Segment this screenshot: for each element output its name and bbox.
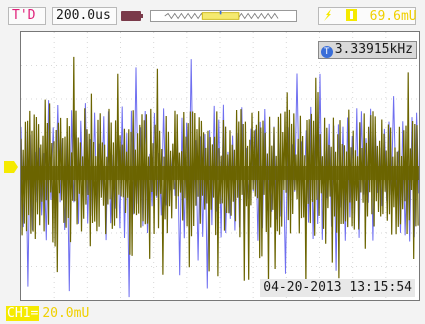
- trigger-mode-indicator[interactable]: T'D: [8, 7, 46, 25]
- frequency-counter: T 3.33915kHz: [317, 41, 417, 59]
- channel-1-volts-div: 20.0mU: [42, 306, 90, 321]
- channel-1-icon: [345, 9, 357, 21]
- channel-1-scale[interactable]: CH1= 20.0mU: [6, 305, 89, 322]
- timebase-readout[interactable]: 200.0us: [52, 7, 117, 25]
- trigger-info[interactable]: 69.6mU: [318, 7, 417, 25]
- memory-position-bar[interactable]: [150, 10, 297, 22]
- status-bar: T'D 200.0us 69.6mU: [0, 0, 425, 30]
- waveform-graticule: [21, 32, 419, 300]
- frequency-badge-icon: T: [320, 46, 333, 58]
- memory-depth-icon: [121, 11, 143, 21]
- lightning-edge-icon: [324, 9, 331, 21]
- channel-1-level-icon[interactable]: [4, 161, 18, 173]
- waveform-display[interactable]: T 3.33915kHz 04-20-2013 13:15:54: [20, 31, 420, 301]
- trigger-level-readout: 69.6mU: [369, 9, 417, 24]
- channel-1-tag: CH1=: [6, 306, 40, 321]
- frequency-value: 3.33915kHz: [334, 42, 413, 57]
- timestamp: 04-20-2013 13:15:54: [260, 279, 415, 297]
